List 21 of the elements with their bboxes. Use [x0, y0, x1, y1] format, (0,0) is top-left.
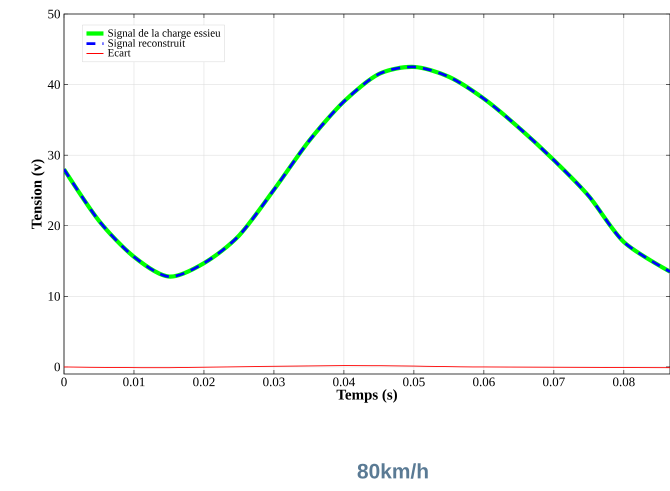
- legend-label: Ecart: [108, 49, 131, 56]
- legend-label: Signal de la charge essieu: [108, 28, 220, 39]
- x-tick-label: 0.03: [263, 378, 285, 386]
- x-axis-title: Temps (s): [336, 389, 397, 403]
- y-tick-label: 40: [48, 80, 60, 89]
- y-tick-label: 50: [48, 10, 60, 18]
- y-tick-label: 0: [54, 362, 60, 372]
- y-tick-label: 10: [48, 292, 60, 301]
- x-tick-label: 0.01: [123, 378, 145, 386]
- x-tick-label: 0.04: [333, 378, 356, 386]
- x-tick-label: 0: [61, 378, 67, 386]
- y-tick-label: 30: [48, 150, 60, 160]
- y-axis-title: Tension (v): [31, 159, 45, 229]
- x-tick-label: 0.08: [612, 378, 635, 386]
- x-tick-label: 0.02: [193, 378, 215, 386]
- x-tick-label: 0.07: [543, 378, 565, 386]
- x-tick-label: 0.06: [473, 378, 495, 386]
- text: 80km/h: [358, 463, 428, 479]
- legend-label: Signal reconstruit: [108, 39, 186, 50]
- x-tick-label: 0.05: [403, 378, 425, 386]
- y-tick-label: 20: [48, 221, 60, 230]
